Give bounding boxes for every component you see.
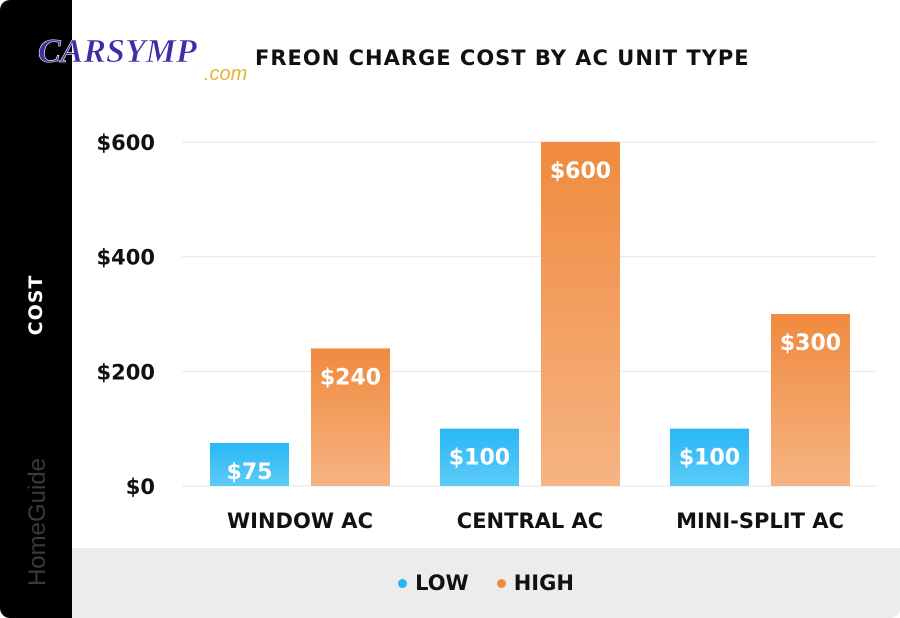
bar-low	[670, 428, 749, 486]
legend-item-low: LOW	[398, 571, 469, 595]
legend-item-high: HIGH	[496, 571, 574, 595]
logo-domain: .com	[204, 63, 247, 85]
legend-label-low: LOW	[415, 571, 469, 595]
data-label: $240	[320, 365, 381, 390]
bar-high	[311, 348, 390, 486]
y-tick-label: $200	[97, 360, 155, 384]
legend-label-high: HIGH	[513, 571, 574, 595]
x-tick-label: MINI-SPLIT AC	[676, 509, 844, 533]
data-label: $100	[449, 446, 510, 471]
bar-low	[440, 428, 519, 486]
data-label: $300	[780, 331, 841, 356]
data-label: $100	[679, 446, 740, 471]
bar-high	[771, 314, 850, 486]
bar-low	[210, 443, 289, 486]
legend: LOW HIGH	[72, 548, 900, 618]
data-label: $75	[227, 460, 273, 485]
bar-high	[541, 142, 620, 486]
y-tick-label: $0	[126, 475, 155, 499]
legend-marker-low	[398, 578, 408, 588]
x-tick-label: WINDOW AC	[227, 509, 373, 533]
logo-wordmark: CARSYMP	[38, 33, 197, 70]
carsymp-logo: CARSYMP .com	[38, 33, 248, 85]
data-label: $600	[550, 159, 611, 184]
legend-marker-high	[496, 578, 506, 588]
y-tick-label: $400	[97, 246, 155, 270]
y-tick-label: $600	[97, 131, 155, 155]
left-band	[0, 0, 72, 618]
x-tick-label: CENTRAL AC	[457, 509, 603, 533]
chart-title: FREON CHARGE COST BY AC UNIT TYPE	[255, 46, 750, 70]
legend-band	[72, 548, 900, 618]
